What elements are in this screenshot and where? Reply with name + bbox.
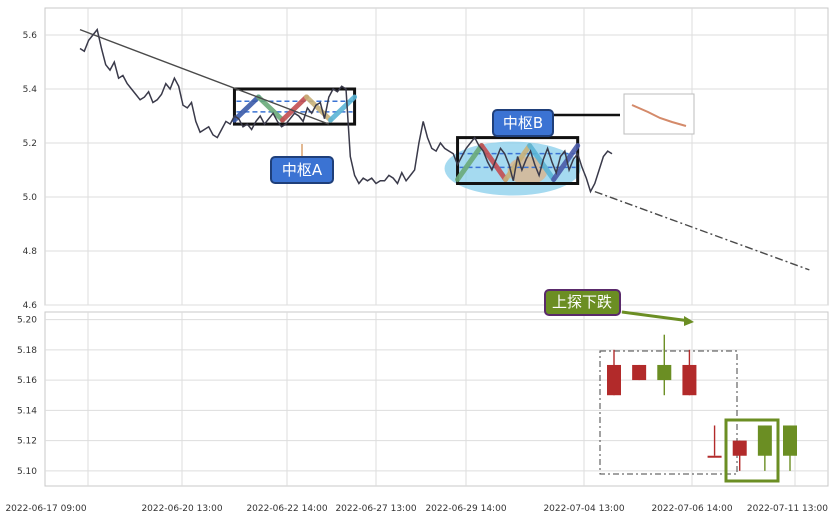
zone-stroke-segment xyxy=(455,143,485,182)
zone-stroke-segment xyxy=(328,94,358,123)
annotation-text: 上探下跌 xyxy=(552,293,612,311)
candle-body xyxy=(657,364,672,381)
zone-label-a: 中枢A xyxy=(270,156,334,184)
candle-body xyxy=(707,455,722,458)
annotation-box: 上探下跌 xyxy=(544,289,694,326)
trend-line xyxy=(594,190,810,271)
zone-stroke-segment xyxy=(479,143,509,182)
preview-sketch xyxy=(631,104,687,127)
bottom-panel-frame xyxy=(44,311,829,487)
candle-body xyxy=(607,364,621,396)
top-y-tick-label: 5.2 xyxy=(23,139,37,149)
top-y-tick-label: 5.4 xyxy=(23,85,38,95)
price-series-line xyxy=(79,27,613,194)
zone-label-b-text: 中枢B xyxy=(503,114,543,132)
zone-stroke-segment xyxy=(280,94,310,123)
zone-box xyxy=(232,87,357,126)
zone-stroke-segment xyxy=(255,94,286,123)
candle-body xyxy=(632,364,647,381)
zone-stroke-segment xyxy=(527,143,557,182)
x-tick-label: 2022-06-17 09:00 xyxy=(5,504,86,514)
selection-box-dashed xyxy=(599,350,738,475)
candle-body xyxy=(783,425,797,456)
top-y-tick-label: 5.0 xyxy=(23,193,38,203)
zone-label-a-text: 中枢A xyxy=(282,161,323,179)
candle-layer xyxy=(607,334,797,471)
trend-line xyxy=(79,28,330,125)
preview-box xyxy=(623,93,695,135)
zone-stroke-segment xyxy=(231,94,261,123)
zone-stroke-segment xyxy=(503,143,533,182)
bottom-y-tick-label: 5.18 xyxy=(17,346,37,356)
x-tick-label: 2022-06-29 14:00 xyxy=(425,504,506,514)
label-layer: 4.6 4.8 5.0 5.2 5.4 5.6 5.10 5.12 5.14 5.16 5.18 5.… xyxy=(5,31,828,514)
zone-label-b: 中枢B xyxy=(492,109,554,137)
zone-stroke-segment xyxy=(304,94,334,123)
x-tick-label: 2022-07-11 13:00 xyxy=(747,504,828,514)
candle-body xyxy=(682,364,697,396)
zone-stroke-segment xyxy=(551,143,581,182)
candle-body xyxy=(757,425,772,456)
x-tick-label: 2022-06-22 14:00 xyxy=(246,504,327,514)
highlight-box xyxy=(724,418,780,483)
bottom-y-tick-label: 5.20 xyxy=(17,316,37,326)
top-y-tick-label: 4.8 xyxy=(23,247,38,257)
candle-body xyxy=(732,440,747,456)
top-y-tick-label: 4.6 xyxy=(23,301,38,311)
bottom-y-tick-label: 5.14 xyxy=(17,406,37,416)
overlay-layer xyxy=(231,87,780,483)
bottom-y-tick-label: 5.12 xyxy=(17,437,37,447)
x-tick-label: 2022-06-27 13:00 xyxy=(335,504,416,514)
x-tick-label: 2022-07-06 14:00 xyxy=(651,504,732,514)
top-y-tick-label: 5.6 xyxy=(23,31,38,41)
zone-box xyxy=(456,136,580,186)
bottom-y-tick-label: 5.16 xyxy=(17,376,37,386)
bottom-y-tick-label: 5.10 xyxy=(17,467,37,477)
grid-layer xyxy=(44,7,829,487)
x-tick-label: 2022-06-20 13:00 xyxy=(141,504,222,514)
top-panel-frame xyxy=(44,7,829,306)
x-tick-label: 2022-07-04 13:00 xyxy=(543,504,624,514)
line-layer xyxy=(79,27,810,271)
